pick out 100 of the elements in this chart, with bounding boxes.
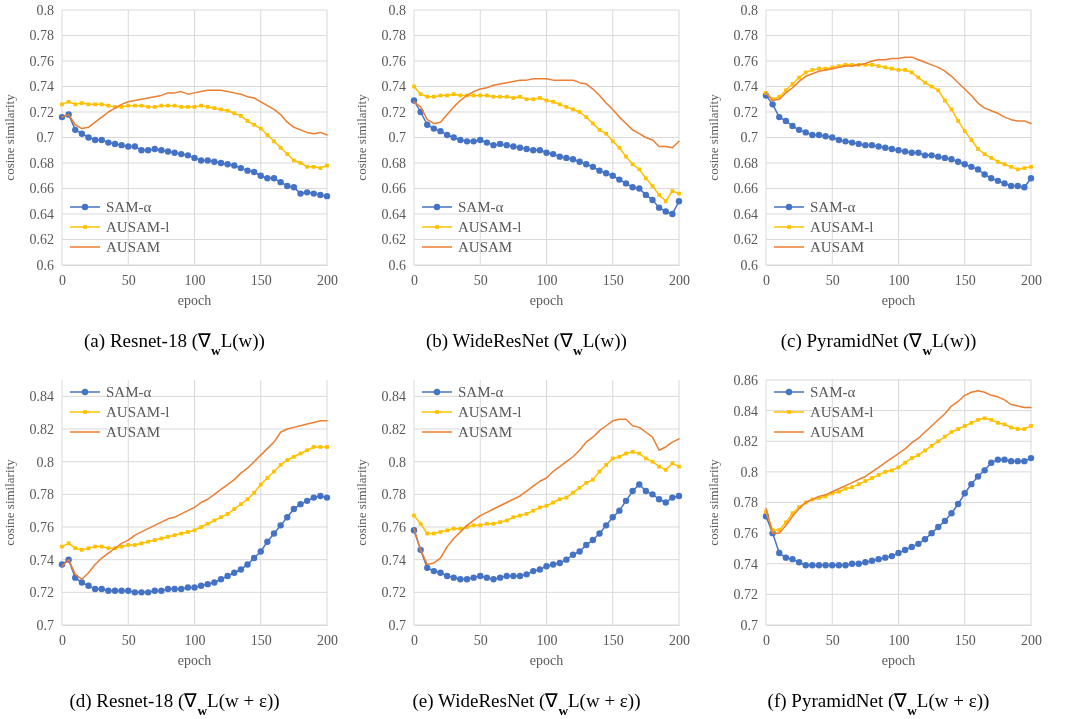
x-tick-label: 0 <box>411 632 418 648</box>
y-tick-label: 0.66 <box>381 181 406 197</box>
x-tick-label: 100 <box>536 632 558 648</box>
x-tick-label: 200 <box>669 272 690 288</box>
y-axis-title: cosine similarity <box>354 458 369 546</box>
y-axis-title: cosine similarity <box>706 93 721 181</box>
legend-label: AUSAM <box>810 239 865 255</box>
x-tick-label: 150 <box>250 272 272 288</box>
legend-label: AUSAM <box>810 424 865 440</box>
x-axis-title: epoch <box>529 653 564 668</box>
y-tick-label: 0.7 <box>388 130 406 146</box>
y-tick-label: 0.72 <box>29 104 54 120</box>
y-tick-label: 0.72 <box>381 585 406 601</box>
legend-label: AUSAM-l <box>458 404 522 420</box>
y-tick-label: 0.78 <box>733 495 758 511</box>
y-tick-label: 0.78 <box>29 28 54 44</box>
y-tick-label: 0.72 <box>29 585 54 601</box>
y-tick-label: 0.72 <box>381 104 406 120</box>
y-tick-label: 0.8 <box>36 2 54 18</box>
text: (e) WideResNet (∇$_{w}$L(w + ε)) <box>412 690 641 718</box>
y-tick-label: 0.84 <box>733 403 758 419</box>
legend-label: AUSAM <box>106 239 161 255</box>
legend-label: AUSAM-l <box>106 404 170 420</box>
y-tick-label: 0.74 <box>733 79 758 95</box>
y-tick-label: 0.78 <box>381 28 406 44</box>
y-tick-label: 0.6 <box>388 257 406 273</box>
x-tick-label: 150 <box>602 632 624 648</box>
y-tick-label: 0.62 <box>733 232 758 248</box>
y-tick-label: 0.8 <box>388 2 406 18</box>
y-tick-label: 0.6 <box>36 257 54 273</box>
x-tick-label: 200 <box>317 272 338 288</box>
y-tick-label: 0.72 <box>733 104 758 120</box>
legend-label: AUSAM-l <box>810 219 874 235</box>
y-axis-title: cosine similarity <box>2 93 17 181</box>
y-tick-label: 0.6 <box>740 257 758 273</box>
x-tick-label: 0 <box>59 632 66 648</box>
y-tick-label: 0.82 <box>733 434 758 450</box>
y-tick-label: 0.8 <box>388 454 406 470</box>
y-tick-label: 0.72 <box>733 587 758 603</box>
y-tick-label: 0.7 <box>36 617 54 633</box>
legend-label: SAM-α <box>106 199 152 215</box>
y-tick-label: 0.68 <box>381 155 406 171</box>
y-axis-title: cosine similarity <box>2 458 17 546</box>
y-tick-label: 0.8 <box>740 464 758 480</box>
legend-label: AUSAM-l <box>458 219 522 235</box>
y-tick-label: 0.78 <box>381 487 406 503</box>
y-tick-label: 0.7 <box>740 130 758 146</box>
x-tick-label: 150 <box>250 632 272 648</box>
y-tick-label: 0.8 <box>740 2 758 18</box>
y-tick-label: 0.84 <box>381 389 406 405</box>
x-axis-title: epoch <box>177 653 212 668</box>
x-tick-label: 200 <box>317 632 338 648</box>
text: (b) WideResNet (∇$_{w}$L(w)) <box>426 330 627 358</box>
x-tick-label: 50 <box>121 632 136 648</box>
y-tick-label: 0.66 <box>29 181 54 197</box>
legend-label: SAM-α <box>810 199 856 215</box>
y-tick-label: 0.78 <box>733 28 758 44</box>
x-tick-label: 0 <box>411 272 418 288</box>
legend-label: AUSAM-l <box>810 404 874 420</box>
legend-label: SAM-α <box>810 384 856 400</box>
legend-label: SAM-α <box>106 384 152 400</box>
text: (c) PyramidNet (∇$_{w}$L(w)) <box>780 330 977 358</box>
y-tick-label: 0.74 <box>29 552 54 568</box>
legend-label: SAM-α <box>458 199 504 215</box>
y-tick-label: 0.76 <box>733 526 758 542</box>
x-tick-label: 0 <box>59 272 66 288</box>
x-axis-title: epoch <box>177 293 212 308</box>
y-tick-label: 0.8 <box>36 454 54 470</box>
text: (f) PyramidNet (∇$_{w}$L(w + ε)) <box>767 690 990 718</box>
y-tick-label: 0.7 <box>388 617 406 633</box>
y-axis-title: cosine similarity <box>354 93 369 181</box>
y-tick-label: 0.76 <box>381 519 406 535</box>
y-tick-label: 0.7 <box>740 617 758 633</box>
y-tick-label: 0.82 <box>381 421 406 437</box>
x-tick-label: 0 <box>763 632 770 648</box>
x-tick-label: 50 <box>473 272 488 288</box>
y-tick-label: 0.74 <box>733 556 758 572</box>
legend-label: SAM-α <box>458 384 504 400</box>
y-tick-label: 0.62 <box>29 232 54 248</box>
y-tick-label: 0.74 <box>381 79 406 95</box>
y-tick-label: 0.64 <box>733 206 758 222</box>
x-tick-label: 50 <box>121 272 136 288</box>
y-tick-label: 0.74 <box>381 552 406 568</box>
y-tick-label: 0.62 <box>381 232 406 248</box>
x-tick-label: 50 <box>473 632 488 648</box>
y-tick-label: 0.78 <box>29 487 54 503</box>
y-tick-label: 0.84 <box>29 389 54 405</box>
x-axis-title: epoch <box>529 293 564 308</box>
y-tick-label: 0.68 <box>29 155 54 171</box>
x-tick-label: 100 <box>536 272 558 288</box>
x-tick-label: 50 <box>825 632 840 648</box>
y-tick-label: 0.68 <box>733 155 758 171</box>
x-tick-label: 150 <box>954 272 976 288</box>
x-tick-label: 200 <box>669 632 690 648</box>
y-tick-label: 0.76 <box>29 519 54 535</box>
x-tick-label: 150 <box>954 632 976 648</box>
x-tick-label: 100 <box>888 632 910 648</box>
x-tick-label: 200 <box>1021 632 1042 648</box>
x-axis-title: epoch <box>881 293 916 308</box>
y-tick-label: 0.82 <box>29 421 54 437</box>
